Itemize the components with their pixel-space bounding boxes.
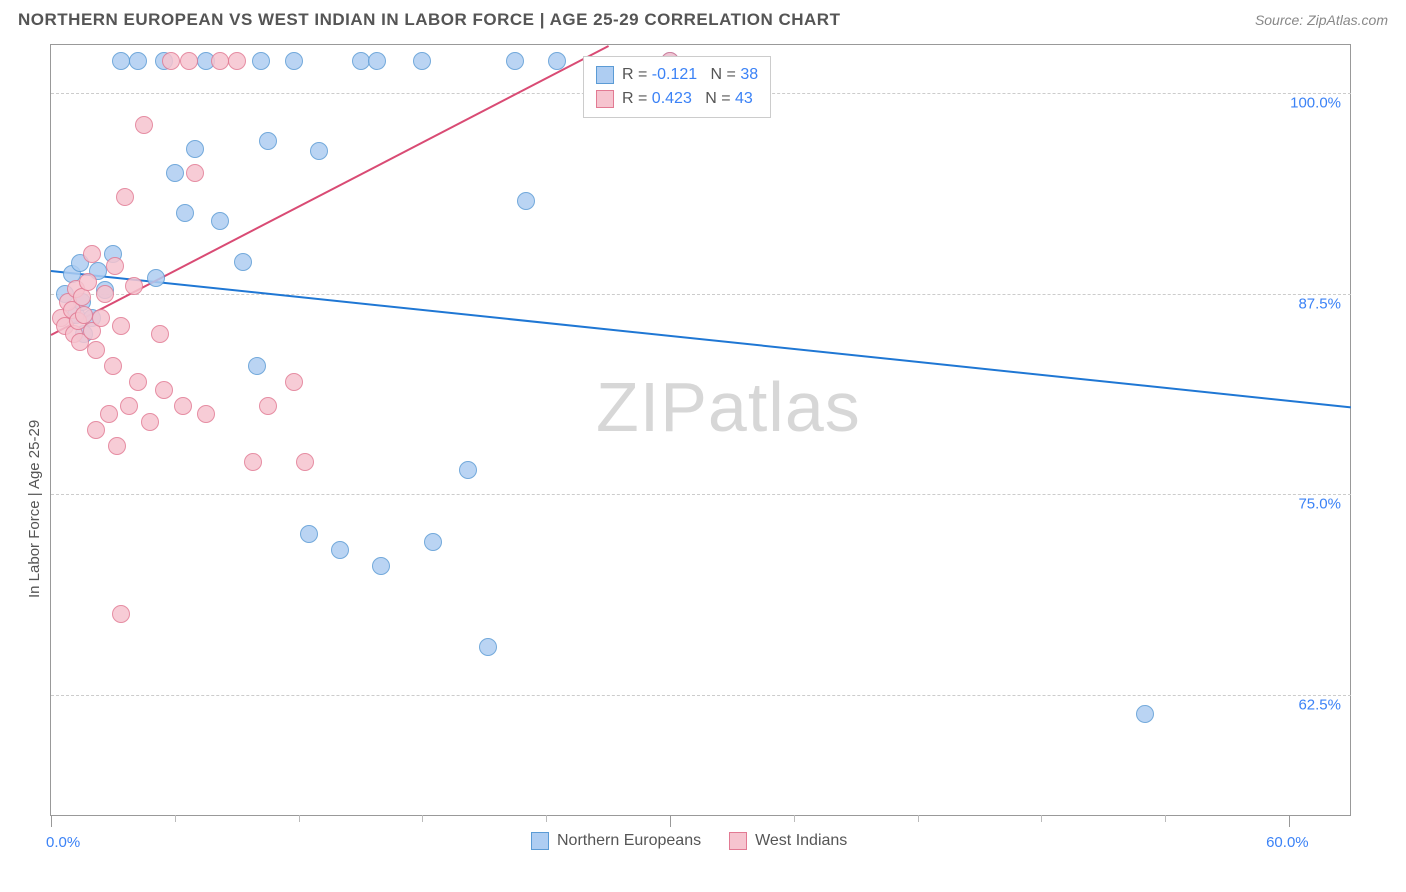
data-point (79, 273, 97, 291)
data-point (176, 204, 194, 222)
data-point (162, 52, 180, 70)
y-axis-title: In Labor Force | Age 25-29 (26, 420, 43, 598)
data-point (92, 309, 110, 327)
data-point (548, 52, 566, 70)
data-point (1136, 705, 1154, 723)
data-point (120, 397, 138, 415)
data-point (197, 405, 215, 423)
data-point (96, 285, 114, 303)
data-point (151, 325, 169, 343)
data-point (459, 461, 477, 479)
data-point (300, 525, 318, 543)
data-point (112, 605, 130, 623)
data-point (310, 142, 328, 160)
legend-label: Northern Europeans (557, 832, 701, 850)
data-point (479, 638, 497, 656)
data-point (116, 188, 134, 206)
data-point (180, 52, 198, 70)
data-point (211, 52, 229, 70)
legend-swatch (596, 90, 614, 108)
x-label-min: 0.0% (46, 834, 80, 851)
chart-title: NORTHERN EUROPEAN VS WEST INDIAN IN LABO… (18, 10, 840, 30)
legend-item: West Indians (729, 832, 847, 850)
data-point (87, 341, 105, 359)
chart-source: Source: ZipAtlas.com (1255, 12, 1388, 28)
data-point (155, 381, 173, 399)
data-point (112, 317, 130, 335)
data-point (186, 140, 204, 158)
legend-item: Northern Europeans (531, 832, 701, 850)
data-point (141, 413, 159, 431)
y-tick-label: 62.5% (1298, 696, 1341, 713)
trend-line (51, 270, 1351, 408)
data-point (372, 557, 390, 575)
y-tick-label: 87.5% (1298, 295, 1341, 312)
legend-swatch (729, 832, 747, 850)
data-point (147, 269, 165, 287)
data-point (83, 245, 101, 263)
data-point (413, 52, 431, 70)
legend-label: West Indians (755, 832, 847, 850)
data-point (517, 192, 535, 210)
data-point (186, 164, 204, 182)
legend-swatch (531, 832, 549, 850)
stats-box: R = -0.121 N = 38R = 0.423 N = 43 (583, 56, 771, 118)
data-point (125, 277, 143, 295)
data-point (296, 453, 314, 471)
data-point (129, 52, 147, 70)
data-point (331, 541, 349, 559)
data-point (259, 132, 277, 150)
data-point (259, 397, 277, 415)
data-point (244, 453, 262, 471)
data-point (112, 52, 130, 70)
data-point (424, 533, 442, 551)
data-point (106, 257, 124, 275)
y-tick-label: 75.0% (1298, 496, 1341, 513)
data-point (108, 437, 126, 455)
data-point (174, 397, 192, 415)
data-point (228, 52, 246, 70)
data-point (135, 116, 153, 134)
data-point (104, 357, 122, 375)
x-label-max: 60.0% (1266, 834, 1309, 851)
data-point (285, 373, 303, 391)
data-point (166, 164, 184, 182)
data-point (248, 357, 266, 375)
legend-swatch (596, 66, 614, 84)
data-point (352, 52, 370, 70)
data-point (234, 253, 252, 271)
data-point (285, 52, 303, 70)
legend: Northern Europeans West Indians (531, 832, 847, 850)
data-point (252, 52, 270, 70)
data-point (506, 52, 524, 70)
y-tick-label: 100.0% (1290, 95, 1341, 112)
data-point (100, 405, 118, 423)
data-point (129, 373, 147, 391)
data-point (87, 421, 105, 439)
data-point (211, 212, 229, 230)
data-point (368, 52, 386, 70)
